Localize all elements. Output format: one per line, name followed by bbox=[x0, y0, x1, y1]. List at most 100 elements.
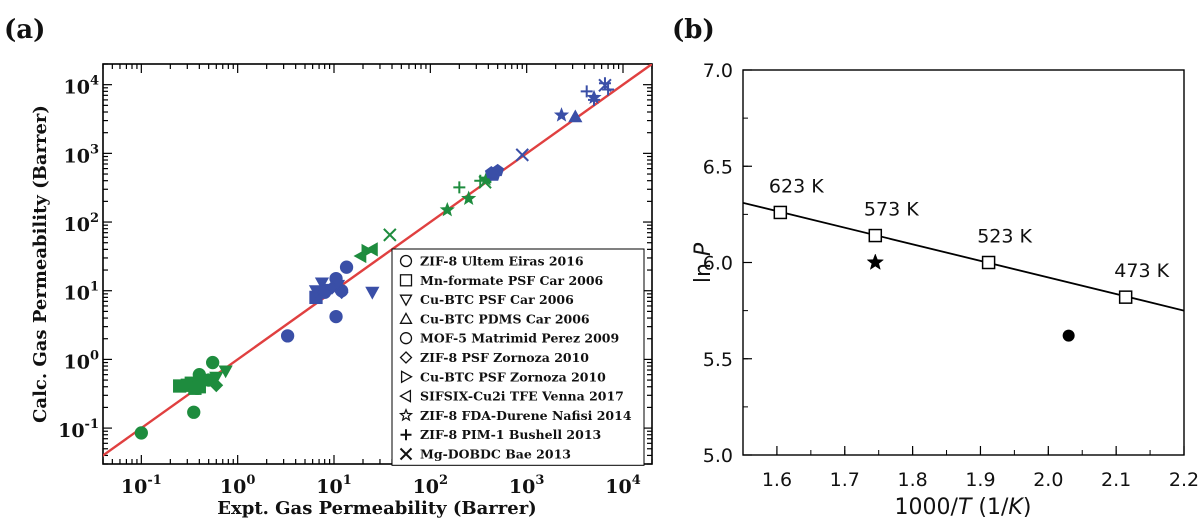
panel-b-x-tick-label: 1.9 bbox=[965, 469, 995, 491]
panel-b-x-tick-label: 2.2 bbox=[1169, 469, 1199, 491]
panel-a-points bbox=[134, 77, 615, 440]
panel-b-x-tick-label: 2.0 bbox=[1033, 469, 1063, 491]
data-point bbox=[598, 77, 611, 90]
panel-a-x-tick-label: 101 bbox=[316, 473, 352, 498]
legend-marker bbox=[398, 407, 414, 422]
data-point bbox=[588, 93, 601, 106]
panel-b-plot-area bbox=[742, 69, 1185, 456]
data-point-star bbox=[866, 253, 885, 270]
temperature-label: 623 K bbox=[769, 175, 824, 197]
legend-marker bbox=[400, 429, 412, 441]
legend-marker bbox=[399, 312, 413, 324]
data-point bbox=[334, 285, 349, 300]
panel-b-y-tick-label: 5.0 bbox=[703, 445, 733, 467]
panel-b-x-axis-label: 1000/T (1/K) bbox=[895, 495, 1032, 520]
panel-b-y-axis-label: ln P bbox=[691, 242, 716, 283]
panel-a-y-tick-label: 101 bbox=[64, 280, 100, 305]
legend-marker bbox=[400, 370, 413, 384]
panel-a-y-tick-label: 100 bbox=[64, 348, 100, 373]
panel-b-x-tick-label: 1.8 bbox=[898, 469, 928, 491]
data-point bbox=[324, 280, 339, 295]
data-point bbox=[365, 286, 380, 300]
data-point-square bbox=[1118, 290, 1133, 304]
legend-label: MOF-5 Matrimid Perez 2009 bbox=[420, 331, 619, 346]
panel-b-x-tick-label: 2.1 bbox=[1101, 469, 1131, 491]
legend-marker bbox=[399, 447, 413, 461]
data-point bbox=[383, 228, 397, 242]
data-point bbox=[314, 277, 330, 291]
data-point bbox=[553, 107, 570, 122]
data-point bbox=[580, 85, 593, 98]
legend-label: Cu-BTC PSF Zornoza 2010 bbox=[420, 369, 606, 384]
data-point-square bbox=[773, 205, 788, 220]
data-point bbox=[484, 166, 498, 179]
fit-line bbox=[743, 201, 1184, 312]
panel-b-y-tick-label: 6.5 bbox=[703, 156, 733, 178]
data-point bbox=[329, 309, 343, 324]
data-point bbox=[598, 78, 612, 92]
panel-b-y-tick-label: 6.0 bbox=[703, 253, 733, 275]
data-point bbox=[187, 405, 201, 419]
panel-a-label: (a) bbox=[4, 15, 45, 45]
legend-label: SIFSIX-Cu2i TFE Venna 2017 bbox=[420, 389, 624, 404]
legend-label: Cu-BTC PSF Car 2006 bbox=[420, 292, 574, 307]
panel-a-x-tick-label: 100 bbox=[220, 473, 256, 498]
panel-a-x-tick-label: 10-1 bbox=[121, 473, 162, 498]
data-point bbox=[280, 329, 295, 343]
data-point bbox=[453, 181, 466, 194]
data-point bbox=[353, 248, 367, 264]
panel-a-legend: ZIF-8 Ultem Eiras 2016 Mn-formate PSF Car… bbox=[391, 248, 645, 466]
panel-b-fit-line bbox=[743, 201, 1184, 312]
data-point bbox=[209, 371, 224, 385]
panel-b-label: (b) bbox=[672, 15, 715, 45]
data-point bbox=[134, 426, 148, 440]
data-point-circle bbox=[1062, 329, 1075, 342]
legend-marker bbox=[399, 332, 413, 345]
panel-b-ticks: 1.6 1.7 1.8 1.9 2.0 2.1 2.2 5.0 5.5 6.0 6.5 7.0 bbox=[703, 60, 1199, 491]
legend-marker bbox=[399, 274, 413, 287]
panel-a-x-tick-label: 103 bbox=[509, 473, 545, 498]
panel-a-parity-line bbox=[103, 64, 652, 457]
panel-b-y-tick-label: 7.0 bbox=[703, 60, 733, 82]
legend-label: ZIF-8 PSF Zornoza 2010 bbox=[420, 350, 589, 365]
panel-a-y-tick-label: 103 bbox=[64, 142, 100, 167]
legend-box bbox=[391, 248, 645, 466]
data-point bbox=[206, 355, 220, 370]
panel-a-chart: 10-1 100 101 102 103 104 10-1 100 101 102 103 104 Z… bbox=[30, 63, 653, 519]
legend-marker bbox=[399, 351, 413, 364]
data-point bbox=[209, 378, 224, 393]
legend-label: ZIF-8 Ultem Eiras 2016 bbox=[420, 254, 584, 269]
data-point bbox=[461, 190, 477, 205]
legend-label: ZIF-8 FDA-Durene Nafisi 2014 bbox=[420, 408, 632, 423]
legend-label: Mg-DOBDC Bae 2013 bbox=[420, 447, 571, 462]
panel-a-x-tick-label: 102 bbox=[413, 473, 449, 498]
panel-b-points: 623 K 573 K 523 K 473 K bbox=[769, 175, 1170, 342]
data-point bbox=[568, 109, 583, 123]
temperature-label: 473 K bbox=[1114, 260, 1169, 282]
legend-marker bbox=[399, 254, 413, 268]
data-point bbox=[439, 201, 455, 217]
panel-a-y-tick-label: 102 bbox=[64, 211, 100, 236]
panel-a-y-tick-label: 10-1 bbox=[58, 417, 99, 442]
panel-a-x-axis-label: Expt. Gas Permeability (Barrer) bbox=[217, 498, 536, 519]
data-point bbox=[192, 380, 206, 394]
panel-a-x-tick-label: 104 bbox=[605, 473, 641, 498]
panel-b-x-tick-label: 1.6 bbox=[762, 469, 792, 491]
parity-line bbox=[103, 64, 652, 457]
legend-marker bbox=[399, 294, 413, 307]
legend-marker bbox=[399, 389, 412, 403]
legend-label: Cu-BTC PDMS Car 2006 bbox=[420, 311, 590, 326]
data-point bbox=[218, 365, 233, 379]
panel-b-y-tick-label: 5.5 bbox=[703, 349, 733, 371]
data-point-square bbox=[868, 228, 883, 243]
data-point bbox=[339, 260, 354, 274]
legend-label: Mn-formate PSF Car 2006 bbox=[420, 273, 604, 288]
legend-label: ZIF-8 PIM-1 Bushell 2013 bbox=[420, 427, 601, 442]
data-point-square bbox=[981, 255, 996, 270]
panel-b-chart: 1.6 1.7 1.8 1.9 2.0 2.1 2.2 5.0 5.5 6.0 6.5 7.0 623… bbox=[691, 60, 1199, 520]
panel-b-x-tick-label: 1.7 bbox=[830, 469, 860, 491]
panel-a-y-axis-label: Calc. Gas Permeability (Barrer) bbox=[30, 105, 51, 423]
panel-a-ticks: 10-1 100 101 102 103 104 10-1 100 101 102 103 104 bbox=[58, 63, 653, 498]
panel-a-y-tick-label: 104 bbox=[64, 74, 100, 99]
